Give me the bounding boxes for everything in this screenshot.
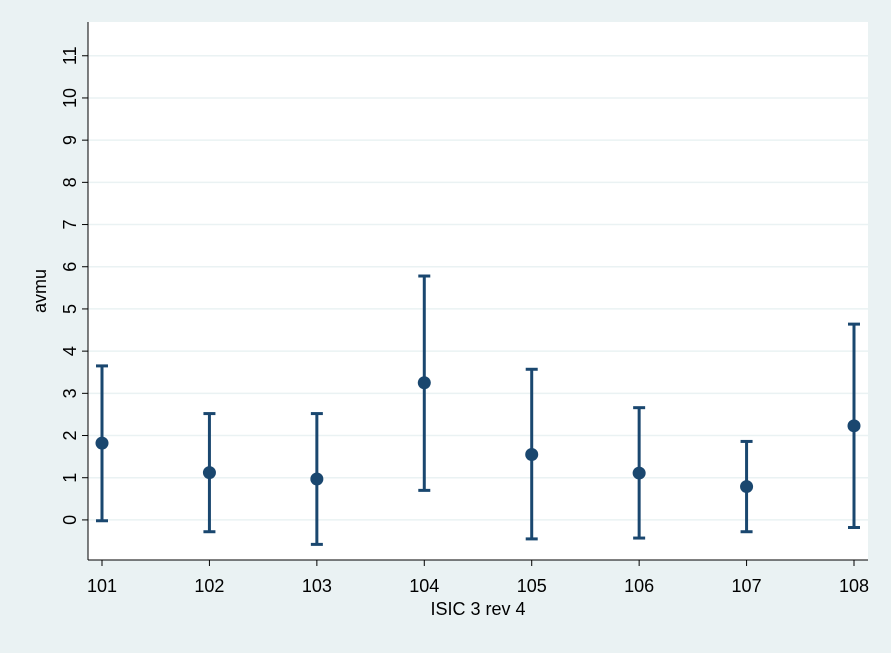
x-tick-label: 107 xyxy=(732,576,762,596)
x-tick-label: 105 xyxy=(517,576,547,596)
data-point xyxy=(95,436,109,450)
x-tick-label: 101 xyxy=(87,576,117,596)
x-tick-label: 103 xyxy=(302,576,332,596)
y-tick-label: 1 xyxy=(60,473,80,483)
y-tick-label: 0 xyxy=(60,515,80,525)
data-point xyxy=(632,466,646,480)
data-point xyxy=(525,448,539,462)
data-point xyxy=(310,472,324,486)
y-tick-label: 9 xyxy=(60,135,80,145)
y-axis-label: avmu xyxy=(30,269,50,313)
y-tick-label: 3 xyxy=(60,388,80,398)
x-tick-label: 104 xyxy=(409,576,439,596)
x-tick-label: 106 xyxy=(624,576,654,596)
grid-lines xyxy=(88,55,868,521)
data-point xyxy=(847,419,861,433)
data-point xyxy=(202,466,216,480)
data-point xyxy=(417,376,431,390)
data-point xyxy=(740,480,754,494)
x-tick-label: 108 xyxy=(839,576,869,596)
x-axis-ticks: 101 102 103 104 105 106 107 108 xyxy=(87,560,869,596)
y-tick-label: 2 xyxy=(60,431,80,441)
y-tick-label: 8 xyxy=(60,177,80,187)
data-points xyxy=(95,376,861,494)
x-axis-label: ISIC 3 rev 4 xyxy=(430,599,525,619)
y-tick-label: 6 xyxy=(60,262,80,272)
y-tick-label: 4 xyxy=(60,346,80,356)
y-tick-label: 10 xyxy=(60,88,80,108)
y-tick-label: 7 xyxy=(60,220,80,230)
x-tick-label: 102 xyxy=(194,576,224,596)
y-tick-label: 5 xyxy=(60,304,80,314)
plot-area xyxy=(88,22,868,560)
y-axis-ticks: 0 1 2 3 4 5 6 7 8 9 10 11 xyxy=(60,46,88,525)
y-tick-label: 11 xyxy=(60,46,80,65)
